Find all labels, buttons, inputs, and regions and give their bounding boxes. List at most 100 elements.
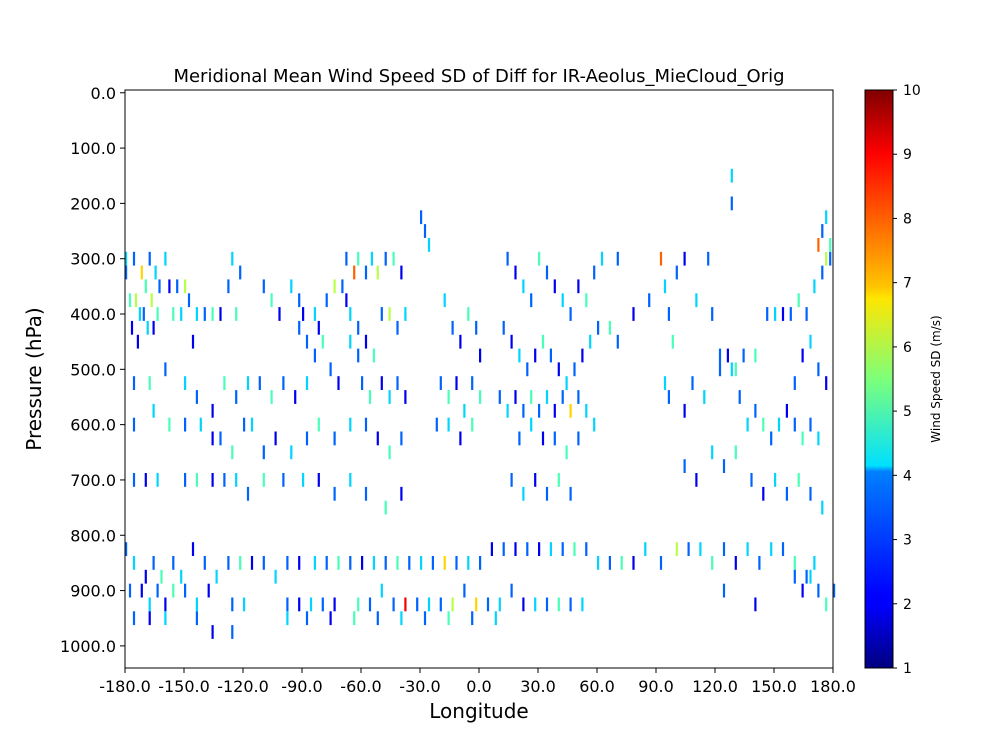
heatmap-cell bbox=[439, 376, 442, 390]
heatmap-cell bbox=[282, 376, 285, 390]
heatmap-cell bbox=[250, 556, 254, 570]
heatmap-cell bbox=[726, 348, 729, 363]
heatmap-cell bbox=[231, 625, 234, 639]
heatmap-cell bbox=[325, 293, 328, 308]
heatmap-cell bbox=[463, 583, 466, 598]
y-tick-label: 600.0 bbox=[70, 416, 116, 435]
x-tick-label: -180.0 bbox=[99, 677, 151, 696]
heatmap-cell bbox=[357, 251, 360, 266]
heatmap-cell bbox=[364, 417, 368, 432]
heatmap-cell bbox=[825, 210, 828, 225]
heatmap-cell bbox=[600, 251, 604, 266]
heatmap-cell bbox=[762, 417, 765, 432]
heatmap-cell bbox=[549, 348, 552, 363]
colorbar-tick-label: 4 bbox=[903, 468, 912, 484]
heatmap-cell bbox=[168, 417, 171, 432]
heatmap-cell bbox=[490, 542, 493, 556]
heatmap-cell bbox=[793, 417, 796, 432]
heatmap-cell bbox=[545, 265, 549, 280]
heatmap-cell bbox=[813, 279, 816, 294]
heatmap-cell bbox=[707, 251, 710, 266]
heatmap-cell bbox=[128, 583, 132, 598]
heatmap-cell bbox=[510, 583, 513, 598]
heatmap-cell bbox=[671, 334, 674, 349]
heatmap-cell bbox=[514, 390, 517, 404]
heatmap-cell bbox=[471, 611, 474, 626]
heatmap-cell bbox=[518, 348, 521, 363]
heatmap-cell bbox=[573, 362, 576, 377]
heatmap-cell bbox=[722, 583, 726, 598]
heatmap-cell bbox=[553, 279, 556, 294]
heatmap-cell bbox=[663, 376, 667, 390]
heatmap-cell bbox=[691, 376, 694, 390]
heatmap-cell bbox=[423, 224, 427, 238]
heatmap-cell bbox=[172, 583, 175, 598]
heatmap-cell bbox=[608, 556, 611, 570]
heatmap-cell bbox=[718, 362, 722, 377]
heatmap-cell bbox=[557, 362, 560, 377]
heatmap-cell bbox=[321, 597, 324, 612]
heatmap-cell bbox=[475, 320, 478, 335]
heatmap-cell bbox=[158, 279, 161, 294]
heatmap-cell bbox=[416, 597, 419, 612]
heatmap-cell bbox=[150, 293, 153, 308]
heatmap-cell bbox=[372, 556, 375, 570]
heatmap-cell bbox=[144, 279, 147, 294]
heatmap-cell bbox=[833, 583, 836, 598]
heatmap-cell bbox=[577, 390, 580, 404]
heatmap-cell bbox=[337, 556, 340, 570]
y-tick-label: 1000.0 bbox=[60, 637, 116, 656]
heatmap-cell bbox=[313, 307, 316, 321]
heatmap-cell bbox=[290, 445, 293, 460]
heatmap-cell bbox=[333, 486, 336, 501]
heatmap-cell bbox=[545, 390, 549, 404]
heatmap-cell bbox=[243, 597, 246, 612]
heatmap-cell bbox=[191, 334, 195, 349]
heatmap-cell bbox=[349, 334, 352, 349]
heatmap-cell bbox=[400, 486, 403, 501]
heatmap-cell bbox=[648, 293, 651, 308]
heatmap-cell bbox=[801, 583, 804, 598]
heatmap-cell bbox=[376, 431, 379, 446]
heatmap-cell bbox=[125, 251, 128, 266]
heatmap-cell bbox=[813, 556, 816, 570]
heatmap-cell bbox=[195, 307, 198, 321]
heatmap-cell bbox=[730, 196, 733, 211]
heatmap-cell bbox=[160, 569, 163, 584]
heatmap-cell bbox=[211, 625, 214, 639]
heatmap-cell bbox=[821, 224, 824, 238]
heatmap-cell bbox=[561, 293, 564, 308]
heatmap-cell bbox=[203, 307, 206, 321]
heatmap-cell bbox=[195, 611, 198, 626]
heatmap-cell bbox=[396, 376, 399, 390]
heatmap-cell bbox=[569, 403, 572, 418]
heatmap-cell bbox=[294, 390, 297, 404]
x-tick-label: -150.0 bbox=[158, 677, 210, 696]
heatmap-cell bbox=[270, 293, 273, 308]
heatmap-cell bbox=[392, 251, 395, 266]
heatmap-cell bbox=[333, 431, 336, 446]
heatmap-cell bbox=[298, 320, 301, 335]
heatmap-cell bbox=[801, 431, 804, 446]
heatmap-cell bbox=[754, 348, 757, 363]
heatmap-cell bbox=[368, 597, 372, 612]
heatmap-cell bbox=[211, 431, 214, 446]
heatmap-cell bbox=[821, 265, 824, 280]
heatmap-cell bbox=[368, 390, 372, 404]
heatmap-cell bbox=[569, 597, 572, 612]
heatmap-cell bbox=[203, 556, 206, 570]
heatmap-cell bbox=[132, 473, 136, 487]
heatmap-cell bbox=[353, 611, 356, 626]
x-tick-label: 90.0 bbox=[638, 677, 674, 696]
heatmap-cell bbox=[463, 403, 466, 418]
heatmap-cell bbox=[817, 583, 820, 598]
heatmap-cell bbox=[239, 265, 242, 280]
colorbar-label: Wind Speed SD (m/s) bbox=[929, 315, 943, 442]
heatmap-cell bbox=[825, 376, 828, 390]
heatmap-cell bbox=[370, 251, 373, 266]
x-tick-label: -90.0 bbox=[281, 677, 322, 696]
heatmap-cell bbox=[396, 320, 399, 335]
heatmap-cell bbox=[479, 348, 482, 363]
heatmap-cell bbox=[180, 307, 183, 321]
heatmap-cell bbox=[734, 362, 737, 377]
